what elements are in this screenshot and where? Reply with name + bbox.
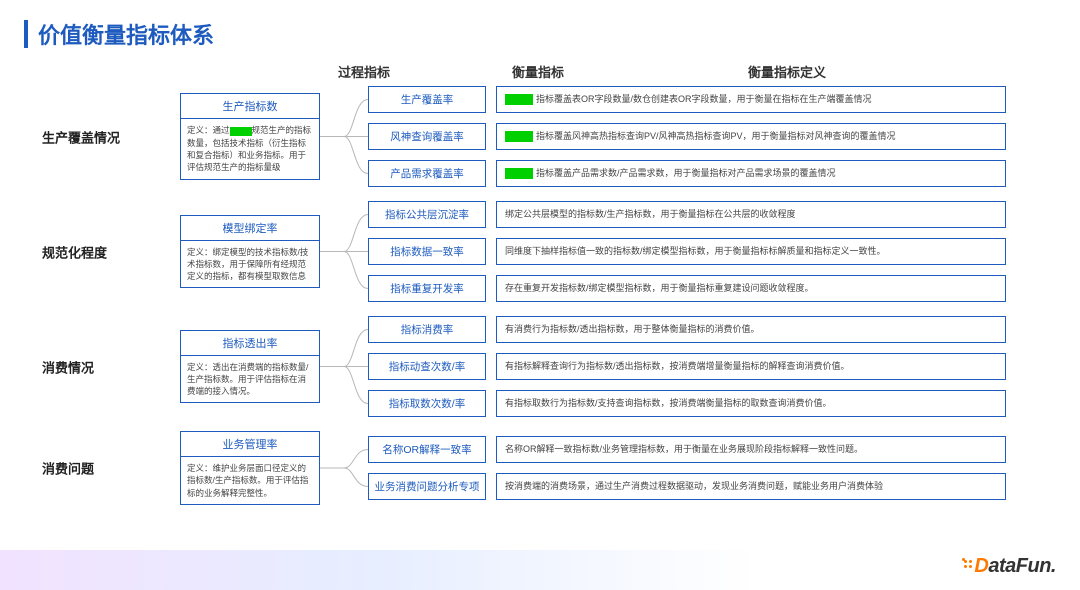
metric-definition-text: 有指标取数行为指标数/支持查询指标数，按消费端衡量指标的取数查询消费价值。 — [505, 397, 832, 410]
logo-rest: ataFun. — [988, 555, 1056, 577]
redacted-block — [505, 94, 533, 105]
metric-definition-text: 按消费端的消费场景，通过生产消费过程数据驱动，发现业务消费问题，赋能业务用户消费… — [505, 480, 883, 493]
process-body: 定义：通过规范生产的指标数量，包括技术指标（衍生指标和复合指标）和业务指标。用于… — [181, 119, 319, 178]
redacted-block — [505, 168, 533, 179]
metrics-column: 指标消费率 有消费行为指标数/透出指标数，用于整体衡量指标的消费价值。指标动查次数… — [368, 316, 1006, 417]
column-header-metric: 衡量指标 — [512, 62, 564, 81]
metric-row: 产品需求覆盖率 指标覆盖产品需求数/产品需求数，用于衡量指标对产品需求场景的覆盖情… — [368, 160, 1006, 187]
metric-name-box: 生产覆盖率 — [368, 86, 486, 113]
page-title: 价值衡量指标体系 — [38, 18, 214, 50]
column-header-definition: 衡量指标定义 — [748, 62, 826, 81]
metric-name-box: 指标重复开发率 — [368, 275, 486, 302]
category-label: 规范化程度 — [42, 242, 162, 261]
metric-definition-box: 指标覆盖表OR字段数量/数仓创建表OR字段数量，用于衡量在指标在生产端覆盖情况 — [496, 86, 1006, 113]
page-title-bar: 价值衡量指标体系 — [24, 18, 214, 50]
process-body: 定义：透出在消费端的指标数量/生产指标数。用于评估指标在消费端的接入情况。 — [181, 356, 319, 403]
metrics-column: 生产覆盖率 指标覆盖表OR字段数量/数仓创建表OR字段数量，用于衡量在指标在生产端… — [368, 86, 1006, 187]
process-box: 指标透出率定义：透出在消费端的指标数量/生产指标数。用于评估指标在消费端的接入情… — [180, 330, 320, 404]
metric-definition-text: 绑定公共层模型的指标数/生产指标数，用于衡量指标在公共层的收敛程度 — [505, 208, 796, 221]
metric-definition-box: 存在重复开发指标数/绑定模型指标数，用于衡量指标重复建设问题收敛程度。 — [496, 275, 1006, 302]
metric-definition-text: 有指标解释查询行为指标数/透出指标数，按消费端增量衡量指标的解释查询消费价值。 — [505, 360, 850, 373]
metric-definition-box: 有指标取数行为指标数/支持查询指标数，按消费端衡量指标的取数查询消费价值。 — [496, 390, 1006, 417]
metric-definition-text: 指标覆盖产品需求数/产品需求数，用于衡量指标对产品需求场景的覆盖情况 — [536, 167, 836, 180]
redacted-block — [230, 127, 252, 136]
connector — [320, 431, 368, 505]
metric-name-box: 业务消费问题分析专项 — [368, 473, 486, 500]
metric-row: 指标取数次数/率 有指标取数行为指标数/支持查询指标数，按消费端衡量指标的取数查询… — [368, 390, 1006, 417]
diagram-container: 生产覆盖情况生产指标数定义：通过规范生产的指标数量，包括技术指标（衍生指标和复合… — [180, 86, 1050, 519]
section-2: 消费情况指标透出率定义：透出在消费端的指标数量/生产指标数。用于评估指标在消费端… — [180, 316, 1050, 417]
metric-name-box: 指标动查次数/率 — [368, 353, 486, 380]
metric-definition-box: 指标覆盖产品需求数/产品需求数，用于衡量指标对产品需求场景的覆盖情况 — [496, 160, 1006, 187]
metric-row: 业务消费问题分析专项 按消费端的消费场景，通过生产消费过程数据驱动，发现业务消费问… — [368, 473, 1006, 500]
metric-row: 生产覆盖率 指标覆盖表OR字段数量/数仓创建表OR字段数量，用于衡量在指标在生产端… — [368, 86, 1006, 113]
process-box: 生产指标数定义：通过规范生产的指标数量，包括技术指标（衍生指标和复合指标）和业务… — [180, 93, 320, 179]
metric-row: 指标数据一致率 同维度下抽样指标值一致的指标数/绑定模型指标数，用于衡量指标标解质… — [368, 238, 1006, 265]
metric-row: 指标动查次数/率 有指标解释查询行为指标数/透出指标数，按消费端增量衡量指标的解释… — [368, 353, 1006, 380]
metric-name-box: 指标消费率 — [368, 316, 486, 343]
connector — [320, 201, 368, 302]
metric-definition-text: 指标覆盖表OR字段数量/数仓创建表OR字段数量，用于衡量在指标在生产端覆盖情况 — [536, 93, 872, 106]
metric-definition-text: 有消费行为指标数/透出指标数，用于整体衡量指标的消费价值。 — [505, 323, 760, 336]
metric-definition-text: 指标覆盖风神高热指标查询PV/风神高热指标查询PV，用于衡量指标对风神查询的覆盖… — [536, 130, 896, 143]
redacted-block — [505, 131, 533, 142]
metric-definition-box: 绑定公共层模型的指标数/生产指标数，用于衡量指标在公共层的收敛程度 — [496, 201, 1006, 228]
process-body: 定义：维护业务层面口径定义的指标数/生产指标数。用于评估指标的业务解释完整性。 — [181, 457, 319, 504]
metric-definition-text: 同维度下抽样指标值一致的指标数/绑定模型指标数，用于衡量指标标解质量和指标定义一… — [505, 245, 886, 258]
datafun-logo: DataFun. — [962, 555, 1056, 578]
metric-name-box: 风神查询覆盖率 — [368, 123, 486, 150]
metric-row: 指标重复开发率 存在重复开发指标数/绑定模型指标数，用于衡量指标重复建设问题收敛程… — [368, 275, 1006, 302]
metric-definition-box: 按消费端的消费场景，通过生产消费过程数据驱动，发现业务消费问题，赋能业务用户消费… — [496, 473, 1006, 500]
process-box: 业务管理率定义：维护业务层面口径定义的指标数/生产指标数。用于评估指标的业务解释… — [180, 431, 320, 505]
metric-name-box: 指标取数次数/率 — [368, 390, 486, 417]
metric-row: 风神查询覆盖率 指标覆盖风神高热指标查询PV/风神高热指标查询PV，用于衡量指标对… — [368, 123, 1006, 150]
metric-definition-text: 名称OR解释一致指标数/业务管理指标数，用于衡量在业务展现阶段指标解释一致性问题… — [505, 443, 863, 456]
metric-definition-box: 同维度下抽样指标值一致的指标数/绑定模型指标数，用于衡量指标标解质量和指标定义一… — [496, 238, 1006, 265]
metric-definition-box: 指标覆盖风神高热指标查询PV/风神高热指标查询PV，用于衡量指标对风神查询的覆盖… — [496, 123, 1006, 150]
logo-dots-icon — [962, 558, 976, 572]
section-1: 规范化程度模型绑定率定义：绑定模型的技术指标数/技术指标数，用于保障所有经规范定… — [180, 201, 1050, 302]
connector — [320, 86, 368, 187]
section-3: 消费问题业务管理率定义：维护业务层面口径定义的指标数/生产指标数。用于评估指标的… — [180, 431, 1050, 505]
process-title: 业务管理率 — [181, 432, 319, 457]
process-title: 模型绑定率 — [181, 216, 319, 241]
metrics-column: 指标公共层沉淀率 绑定公共层模型的指标数/生产指标数，用于衡量指标在公共层的收敛程… — [368, 201, 1006, 302]
category-label: 消费问题 — [42, 458, 162, 477]
logo-letter-d: D — [974, 555, 988, 577]
process-body: 定义：绑定模型的技术指标数/技术指标数，用于保障所有经规范定义的指标，都有模型取… — [181, 241, 319, 288]
metric-definition-box: 名称OR解释一致指标数/业务管理指标数，用于衡量在业务展现阶段指标解释一致性问题… — [496, 436, 1006, 463]
column-header-process: 过程指标 — [338, 62, 390, 81]
metric-row: 指标消费率 有消费行为指标数/透出指标数，用于整体衡量指标的消费价值。 — [368, 316, 1006, 343]
process-title: 生产指标数 — [181, 94, 319, 119]
title-accent-bar — [24, 20, 28, 48]
metric-name-box: 指标数据一致率 — [368, 238, 486, 265]
metrics-column: 名称OR解释一致率 名称OR解释一致指标数/业务管理指标数，用于衡量在业务展现阶段… — [368, 436, 1006, 500]
metric-name-box: 产品需求覆盖率 — [368, 160, 486, 187]
section-0: 生产覆盖情况生产指标数定义：通过规范生产的指标数量，包括技术指标（衍生指标和复合… — [180, 86, 1050, 187]
connector — [320, 316, 368, 417]
metric-row: 名称OR解释一致率 名称OR解释一致指标数/业务管理指标数，用于衡量在业务展现阶段… — [368, 436, 1006, 463]
metric-name-box: 名称OR解释一致率 — [368, 436, 486, 463]
metric-name-box: 指标公共层沉淀率 — [368, 201, 486, 228]
process-title: 指标透出率 — [181, 331, 319, 356]
process-box: 模型绑定率定义：绑定模型的技术指标数/技术指标数，用于保障所有经规范定义的指标，… — [180, 215, 320, 289]
metric-definition-text: 存在重复开发指标数/绑定模型指标数，用于衡量指标重复建设问题收敛程度。 — [505, 282, 814, 295]
metric-row: 指标公共层沉淀率 绑定公共层模型的指标数/生产指标数，用于衡量指标在公共层的收敛程… — [368, 201, 1006, 228]
category-label: 消费情况 — [42, 357, 162, 376]
category-label: 生产覆盖情况 — [42, 127, 162, 146]
metric-definition-box: 有指标解释查询行为指标数/透出指标数，按消费端增量衡量指标的解释查询消费价值。 — [496, 353, 1006, 380]
metric-definition-box: 有消费行为指标数/透出指标数，用于整体衡量指标的消费价值。 — [496, 316, 1006, 343]
footer-gradient — [0, 550, 1080, 590]
